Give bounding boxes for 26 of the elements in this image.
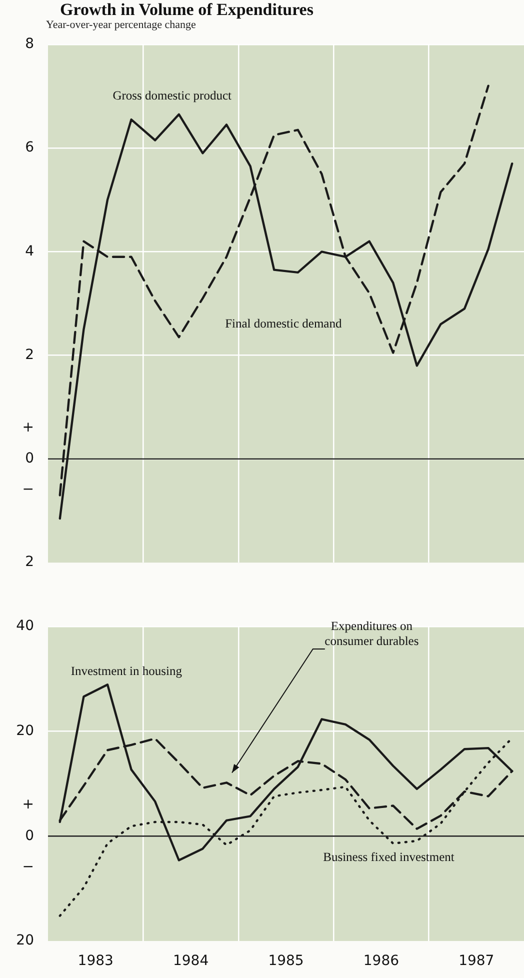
chart-title: Growth in Volume of Expenditures <box>60 0 314 20</box>
text: Final domestic demand <box>225 316 342 331</box>
x-tick-label: 1985 <box>268 953 304 970</box>
series-label: Investment in housing <box>70 664 183 678</box>
y-tick-label: 20 <box>16 722 34 739</box>
x-tick-label: 1987 <box>458 953 494 970</box>
y-tick-label: 4 <box>25 243 34 260</box>
y-tick-label: − <box>22 482 34 498</box>
y-tick-label: 2 <box>25 554 34 570</box>
y-tick-label: 20 <box>16 932 34 949</box>
y-tick-label: + <box>22 796 34 812</box>
y-tick-label: 2 <box>25 346 34 363</box>
text: Expenditures on consumer durables <box>324 619 419 648</box>
x-tick-label: 1984 <box>172 953 209 970</box>
series-label: Gross domestic product <box>112 88 232 102</box>
y-tick-label: 6 <box>25 140 34 156</box>
y-tick-label: 40 <box>16 618 34 634</box>
x-tick-label: 1983 <box>78 953 114 970</box>
series-label: Business fixed investment <box>323 850 455 864</box>
y-tick-label: 0 <box>25 450 34 467</box>
y-tick-label: 8 <box>25 36 34 52</box>
chart-subtitle: Year-over-year percentage change <box>46 19 196 31</box>
y-tick-label: 0 <box>25 828 34 844</box>
y-tick-label: + <box>22 420 34 436</box>
y-tick-label: − <box>22 859 34 876</box>
x-tick-label: 1986 <box>363 953 400 970</box>
